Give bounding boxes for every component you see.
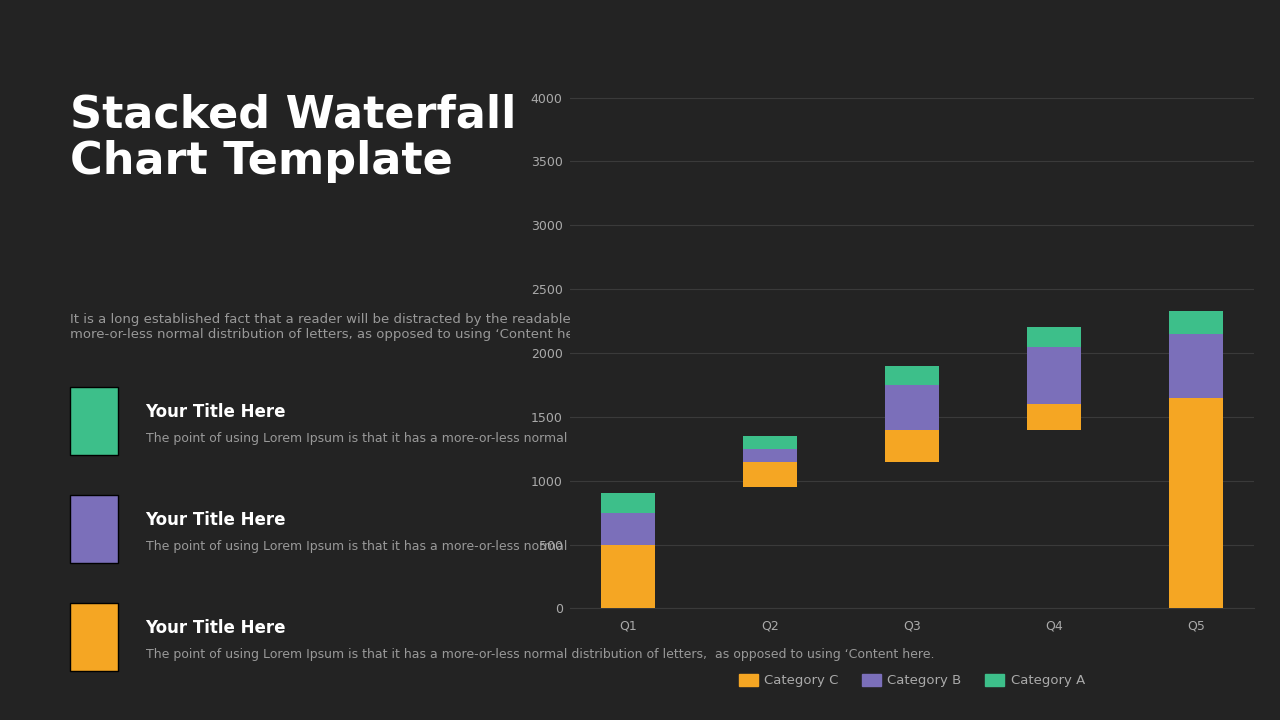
Legend: Category C, Category B, Category A: Category C, Category B, Category A	[733, 669, 1091, 693]
Bar	[1027, 346, 1082, 404]
Bar	[884, 385, 940, 430]
Bar	[1027, 404, 1082, 430]
Bar	[742, 449, 797, 462]
Text: Your Title Here: Your Title Here	[146, 619, 285, 637]
Text: The point of using Lorem Ipsum is that it has a more-or-less normal distribution: The point of using Lorem Ipsum is that i…	[146, 432, 934, 445]
Bar	[600, 493, 655, 513]
Text: Your Title Here: Your Title Here	[146, 511, 285, 529]
FancyBboxPatch shape	[70, 495, 118, 563]
Bar	[884, 366, 940, 385]
Bar	[1169, 312, 1224, 334]
Bar	[600, 544, 655, 608]
Bar	[1169, 334, 1224, 397]
Text: Stacked Waterfall
Chart Template: Stacked Waterfall Chart Template	[70, 94, 517, 183]
FancyBboxPatch shape	[70, 603, 118, 671]
Text: Your Title Here: Your Title Here	[146, 403, 285, 421]
Text: The point of using Lorem Ipsum is that it has a more-or-less normal distribution: The point of using Lorem Ipsum is that i…	[146, 540, 934, 553]
Bar	[1027, 328, 1082, 346]
FancyBboxPatch shape	[70, 387, 118, 455]
Bar	[742, 436, 797, 449]
Bar	[742, 462, 797, 487]
Bar	[1169, 397, 1224, 608]
Bar	[600, 513, 655, 544]
Text: It is a long established fact that a reader will be distracted by the readable c: It is a long established fact that a rea…	[70, 313, 1194, 341]
Bar	[884, 430, 940, 462]
Text: The point of using Lorem Ipsum is that it has a more-or-less normal distribution: The point of using Lorem Ipsum is that i…	[146, 648, 934, 661]
